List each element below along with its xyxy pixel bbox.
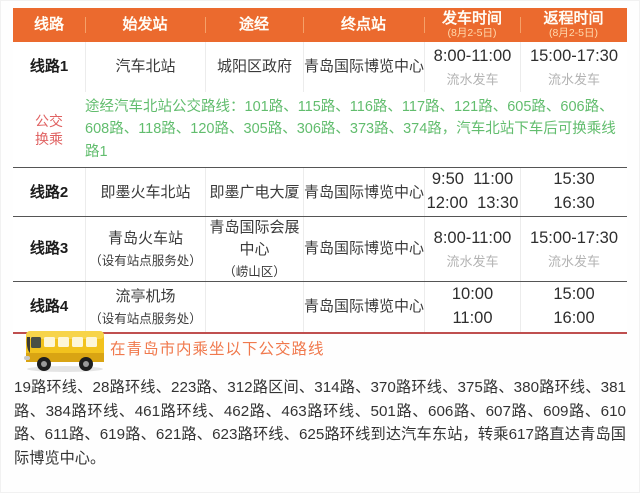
bus-route-table: 线路 始发站 途经 终点站 发车时间 (8月2-5日) 返程时间 (8月2-5日…	[13, 8, 627, 335]
header-return-time-label: 返程时间	[543, 10, 604, 28]
route1-return-time: 15:00-17:30	[529, 46, 619, 65]
route4-depart: 10:00 11:00	[424, 282, 520, 333]
route4-return-line2: 16:00	[553, 309, 595, 328]
route3-depart: 8:00-11:00 流水发车	[424, 217, 520, 282]
header-terminal: 终点站	[303, 17, 424, 33]
route1-label: 线路1	[29, 58, 69, 76]
transfer-label-line1: 公交	[35, 112, 63, 129]
route1-terminal: 青岛国际博览中心	[303, 42, 424, 92]
header-route: 线路	[33, 16, 64, 34]
route2-depart: 9:50 11:00 12:00 13:30	[424, 168, 520, 217]
route2-label: 线路2	[29, 183, 69, 201]
table-row-route3: 线路3 青岛火车站 （设有站点服务处） 青岛国际会展中心 （崂山区） 青岛国际博…	[13, 216, 627, 282]
header-depart-date-note: (8月2-5日)	[447, 26, 497, 39]
route3-return-note: 流水发车	[547, 253, 600, 269]
route4-depart-line2: 11:00	[452, 309, 493, 328]
route2-depart-line1: 9:50 11:00	[431, 170, 514, 189]
route1-return-note: 流水发车	[547, 71, 600, 87]
header-via: 途经	[205, 17, 303, 33]
route1-via: 城阳区政府	[205, 42, 303, 92]
route3-terminal: 青岛国际博览中心	[303, 217, 424, 282]
route3-depart-note: 流水发车	[446, 253, 499, 269]
route1-return: 15:00-17:30 流水发车	[520, 42, 627, 92]
transfer-text: 途经汽车北站公交路线：101路、115路、116路、117路、121路、605路…	[85, 99, 616, 160]
header-depart-time: 发车时间 (8月2-5日)	[424, 11, 520, 39]
route2-terminal: 青岛国际博览中心	[303, 168, 424, 217]
route4-return-line1: 15:00	[553, 285, 595, 304]
route4-start: 流亭机场 （设有站点服务处）	[85, 282, 205, 333]
route4-start-subnote: （设有站点服务处）	[89, 311, 202, 326]
route1-depart: 8:00-11:00 流水发车	[424, 42, 520, 92]
header-return-time: 返程时间 (8月2-5日)	[520, 11, 627, 39]
route4-terminal: 青岛国际博览中心	[303, 282, 424, 333]
route2-via: 即墨广电大厦	[205, 168, 303, 217]
route1-depart-time: 8:00-11:00	[433, 46, 512, 65]
table-row-bus-transfer: 公交 换乘 途经汽车北站公交路线：101路、115路、116路、117路、121…	[13, 92, 627, 168]
table-bottom-red-line	[13, 332, 627, 335]
route3-start-subnote: （设有站点服务处）	[89, 254, 202, 269]
route4-depart-line1: 10:00	[451, 285, 494, 304]
bus-icon	[22, 323, 108, 378]
table-header-row: 线路 始发站 途经 终点站 发车时间 (8月2-5日) 返程时间 (8月2-5日…	[13, 8, 627, 42]
route3-start: 青岛火车站 （设有站点服务处）	[85, 217, 205, 282]
route3-via-subnote: （崂山区）	[223, 264, 286, 279]
route2-depart-line2: 12:00 13:30	[426, 194, 519, 213]
table-row-route1: 线路1 汽车北站 城阳区政府 青岛国际博览中心 8:00-11:00 流水发车 …	[13, 42, 627, 92]
route4-label: 线路4	[29, 298, 69, 316]
header-return-date-note: (8月2-5日)	[548, 26, 598, 39]
route3-via-name: 青岛国际会展中心	[209, 219, 300, 259]
header-depart-time-label: 发车时间	[441, 10, 502, 28]
route3-depart-time: 8:00-11:00	[433, 228, 512, 247]
transfer-label: 公交 换乘	[13, 112, 85, 148]
table-row-route2: 线路2 即墨火车北站 即墨广电大厦 青岛国际博览中心 9:50 11:00 12…	[13, 167, 627, 217]
route3-start-name: 青岛火车站	[107, 230, 183, 248]
route3-return-time: 15:00-17:30	[529, 228, 619, 247]
route1-start: 汽车北站	[85, 42, 205, 92]
route4-via	[205, 282, 303, 333]
route3-label: 线路3	[29, 240, 69, 258]
table-row-route4: 线路4 流亭机场 （设有站点服务处） 青岛国际博览中心 10:00 11:00 …	[13, 281, 627, 333]
header-start-station: 始发站	[85, 17, 205, 33]
route4-start-name: 流亭机场	[115, 288, 176, 306]
city-bus-section-title: 在青岛市内乘坐以下公交路线	[110, 341, 325, 358]
route2-start: 即墨火车北站	[85, 168, 205, 217]
city-bus-routes-paragraph: 19路环线、28路环线、223路、312路区间、314路、370路环线、375路…	[14, 379, 626, 467]
route2-return-line2: 16:30	[553, 194, 595, 213]
route2-return: 15:30 16:30	[520, 168, 627, 217]
route1-depart-note: 流水发车	[446, 71, 499, 87]
route2-return-line1: 15:30	[553, 170, 595, 189]
transfer-label-line2: 换乘	[35, 130, 63, 147]
route3-return: 15:00-17:30 流水发车	[520, 217, 627, 282]
route3-via: 青岛国际会展中心 （崂山区）	[205, 217, 303, 282]
route4-return: 15:00 16:00	[520, 282, 627, 333]
